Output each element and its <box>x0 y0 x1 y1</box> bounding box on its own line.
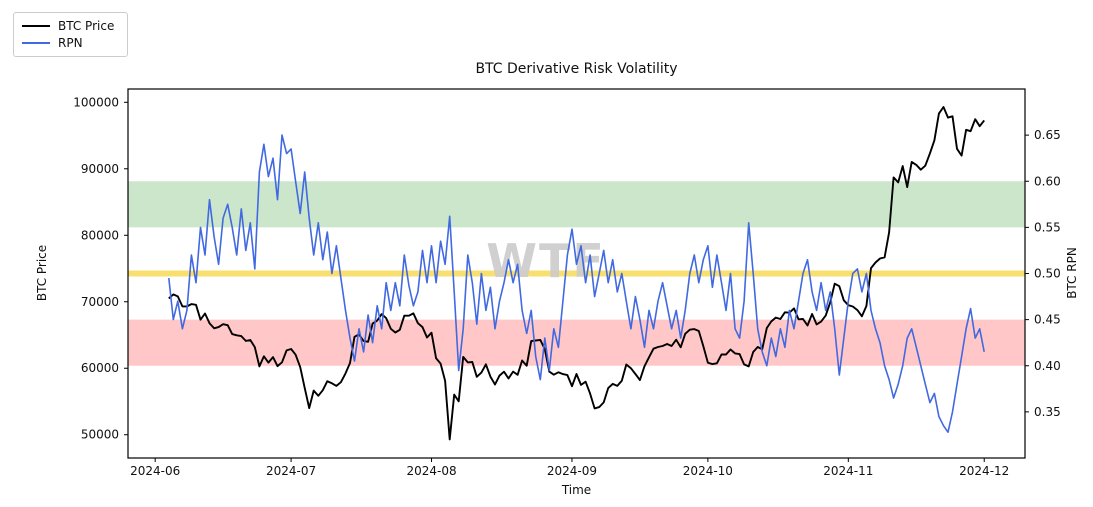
y-tick-label-left: 90000 <box>81 162 119 176</box>
y-axis-label-left: BTC Price <box>35 244 49 302</box>
legend: BTC Price RPN <box>13 12 128 57</box>
rpn-line <box>168 134 985 434</box>
y-tick-label-left: 100000 <box>73 95 119 109</box>
legend-label-btc-price: BTC Price <box>58 19 115 34</box>
y-tick-label-right: 0.50 <box>1034 267 1061 281</box>
x-tick-label: 2024-11 <box>823 464 873 478</box>
y-axis-label-right: BTC RPN <box>1065 247 1079 299</box>
legend-item-rpn: RPN <box>22 35 119 51</box>
y-tick-label-left: 70000 <box>81 295 119 309</box>
x-tick-label: 2024-08 <box>406 464 456 478</box>
y-tick-label-left: 60000 <box>81 361 119 375</box>
y-tick-label-right: 0.60 <box>1034 174 1061 188</box>
y-tick-label-right: 0.65 <box>1034 128 1061 142</box>
x-tick-label: 2024-12 <box>959 464 1009 478</box>
chart-title: BTC Derivative Risk Volatility <box>475 61 678 77</box>
rpn-line-swatch <box>22 41 50 44</box>
watermark: WTF <box>486 234 606 288</box>
y-tick-label-right: 0.40 <box>1034 359 1061 373</box>
x-axis-label: Time <box>561 483 592 497</box>
legend-item-btc-price: BTC Price <box>22 18 119 34</box>
x-tick-label: 2024-10 <box>683 464 733 478</box>
y-tick-label-right: 0.55 <box>1034 220 1061 234</box>
x-tick-label: 2024-07 <box>266 464 316 478</box>
x-tick-label: 2024-06 <box>130 464 180 478</box>
legend-label-rpn: RPN <box>58 35 83 50</box>
x-tick-label: 2024-09 <box>547 464 597 478</box>
btc-price-line-swatch <box>22 25 50 28</box>
y-tick-label-right: 0.45 <box>1034 313 1061 327</box>
y-tick-label-right: 0.35 <box>1034 405 1061 419</box>
y-tick-label-left: 50000 <box>81 428 119 442</box>
y-tick-label-left: 80000 <box>81 228 119 242</box>
